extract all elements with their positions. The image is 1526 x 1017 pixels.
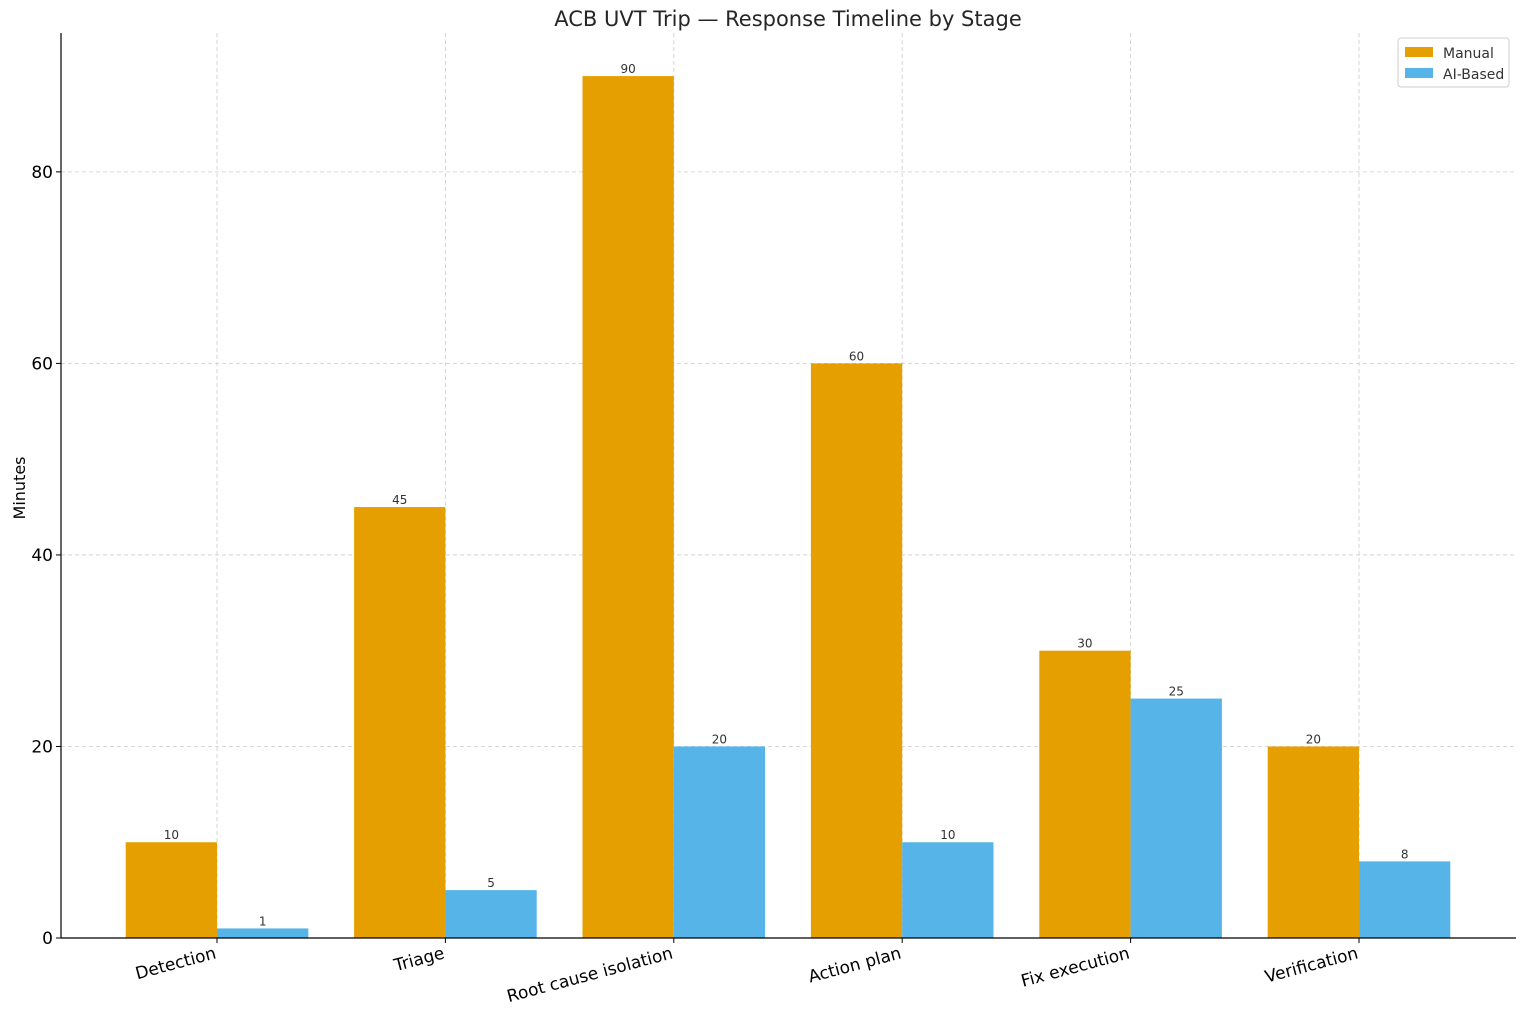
y-tick-label: 0 <box>42 929 53 949</box>
bars <box>125 76 1451 939</box>
y-tick-label: 60 <box>31 354 53 374</box>
y-axis-label: Minutes <box>10 457 29 520</box>
bar-manual-verification <box>1267 746 1359 938</box>
data-label-manual-verification: 20 <box>1306 732 1321 746</box>
data-label-ai-based-triage: 5 <box>487 876 495 890</box>
legend: Manual AI-Based <box>1397 37 1510 88</box>
x-tick-label-triage: Triage <box>391 944 447 977</box>
y-tick-label: 80 <box>31 163 53 183</box>
bar-ai-based-action-plan <box>902 842 994 938</box>
bar-manual-root-cause-isolation <box>582 76 674 939</box>
bar-manual-detection <box>125 842 217 938</box>
bar-ai-based-root-cause-isolation <box>673 746 766 938</box>
data-label-ai-based-fix-execution: 25 <box>1169 685 1184 699</box>
data-label-manual-triage: 45 <box>392 493 407 507</box>
data-label-ai-based-verification: 8 <box>1401 847 1409 861</box>
y-tick-label: 40 <box>31 546 53 566</box>
bar-manual-action-plan <box>810 363 903 938</box>
legend-label-manual: Manual <box>1443 46 1494 62</box>
data-label-ai-based-action-plan: 10 <box>940 828 955 842</box>
bar-manual-fix-execution <box>1039 650 1131 938</box>
legend-swatch-ai-based <box>1405 68 1433 78</box>
x-tick-label-verification: Verification <box>1263 944 1360 988</box>
bar-manual-triage <box>354 507 446 938</box>
y-tick-label: 20 <box>31 737 53 757</box>
y-ticks: 0 20 40 60 80 <box>31 163 61 949</box>
x-tick-label-detection: Detection <box>133 944 218 985</box>
data-labels: 10 45 90 60 30 20 1 5 20 10 25 8 <box>164 62 1409 928</box>
legend-swatch-manual <box>1405 47 1433 57</box>
x-ticks: Detection Triage Root cause isolation Actio… <box>133 938 1360 1007</box>
data-label-manual-action-plan: 60 <box>849 349 864 363</box>
bar-ai-based-detection <box>217 928 309 938</box>
legend-label-ai-based: AI-Based <box>1443 67 1504 83</box>
data-label-manual-fix-execution: 30 <box>1077 637 1092 651</box>
data-label-ai-based-detection: 1 <box>259 914 267 928</box>
chart-title: ACB UVT Trip — Response Timeline by Stag… <box>554 7 1022 31</box>
x-tick-label-action-plan: Action plan <box>806 944 903 988</box>
data-label-ai-based-root-cause-isolation: 20 <box>712 732 727 746</box>
axes <box>60 33 1516 939</box>
data-label-manual-root-cause-isolation: 90 <box>621 62 636 76</box>
data-label-manual-detection: 10 <box>164 828 179 842</box>
bar-ai-based-verification <box>1359 861 1451 938</box>
x-tick-label-root-cause-isolation: Root cause isolation <box>505 944 675 1008</box>
bar-ai-based-triage <box>445 890 537 938</box>
bar-ai-based-fix-execution <box>1130 698 1222 938</box>
x-tick-label-fix-execution: Fix execution <box>1019 944 1132 992</box>
